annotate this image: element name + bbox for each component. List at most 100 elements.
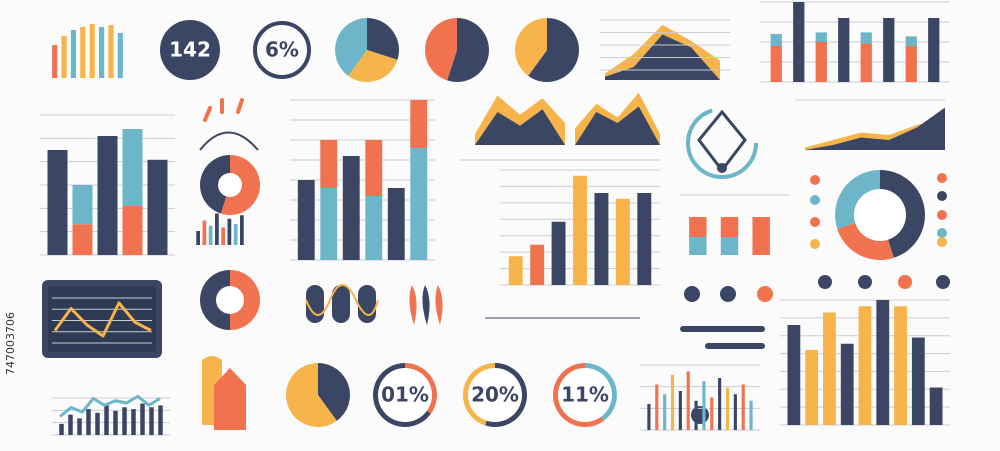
bar [97,136,118,255]
bar [710,397,714,430]
dot [810,175,820,185]
area [805,107,945,150]
gauge-ring [686,107,758,179]
bar [805,350,819,425]
bar [221,227,225,245]
bar [928,18,940,66]
bar [883,18,895,62]
dot [757,286,773,302]
hole [216,286,244,314]
bar [741,384,745,430]
dot [937,191,947,201]
bar [320,188,338,260]
dot [720,286,736,302]
bar [689,237,707,255]
bar [77,418,82,435]
badge-ring [253,21,311,79]
bar [227,218,232,245]
bar [615,198,630,285]
bar [928,66,940,82]
bar [122,129,143,206]
slice [286,363,337,427]
bar [89,24,95,78]
bar [233,224,238,245]
bar [894,306,907,425]
ring-label: 20% [471,383,519,407]
slice [515,18,547,76]
bar [508,256,523,285]
bar [72,224,93,255]
bar [702,381,706,430]
bar [733,394,737,430]
bar [787,325,801,425]
bar [122,407,127,435]
dot [810,217,820,227]
bar [158,405,163,435]
bar [387,188,405,260]
bar [876,300,890,425]
hole [378,368,432,422]
leaf [409,285,417,325]
line [53,301,152,338]
slice [200,270,230,330]
bar [52,45,58,78]
ray [203,98,244,122]
bar [573,175,587,285]
slice [318,363,350,421]
bar [860,43,872,82]
bar [749,400,753,430]
bar [655,384,659,430]
bar [530,244,545,285]
badge-value: 142 [169,38,211,62]
arc [199,131,259,151]
bar [147,159,168,255]
dot [810,195,820,205]
dot [937,173,947,183]
bar [215,213,219,245]
ring-label: 01% [381,383,429,407]
bar [815,42,827,82]
bar [838,18,850,66]
bar [342,156,360,260]
bar [718,378,722,430]
arrow-shape [214,368,246,430]
dot [818,275,832,289]
badge-value: 6% [265,38,299,62]
bar [770,46,782,82]
bar [149,407,154,435]
leaf [435,285,443,325]
bar [637,193,652,285]
bar [140,403,145,435]
bar [551,221,566,285]
bar [113,410,118,435]
bar [72,185,93,225]
area [575,106,660,145]
leaf [422,285,430,325]
bar [104,405,109,435]
pill [680,326,765,332]
bar [98,27,105,78]
dot [937,228,947,238]
bar [70,30,77,78]
bar [720,237,739,255]
bar [725,387,730,430]
slice [200,155,230,214]
gauge-dot [717,163,727,173]
bar [59,423,64,435]
hole [218,173,242,197]
slice [447,18,489,82]
bar [823,312,836,425]
bar [911,337,925,425]
capsule [358,285,376,323]
slice [367,18,399,60]
bar [208,225,213,245]
bar [131,409,136,435]
bar [678,391,682,430]
bar [365,140,383,196]
pill [705,343,765,349]
bar [68,414,73,435]
hole [468,368,522,422]
slice [230,270,261,330]
dot [936,275,950,289]
